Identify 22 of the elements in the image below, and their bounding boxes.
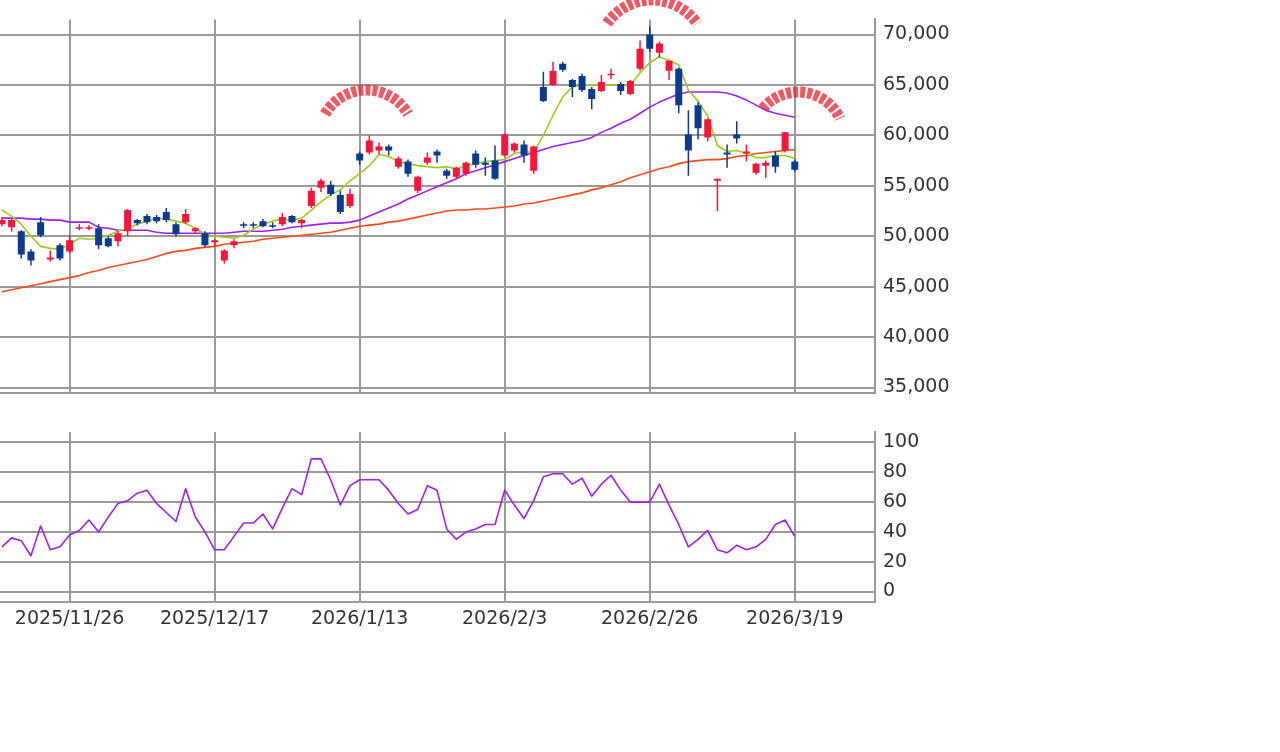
x-tick-label: 2026/2/26: [601, 606, 699, 629]
x-tick-label: 2026/3/19: [746, 606, 844, 629]
y-tick-label: 60,000: [883, 122, 950, 145]
y-tick-label: 55,000: [883, 172, 950, 195]
y-tick-label: 45,000: [883, 273, 950, 296]
y-tick-label: 60: [883, 489, 908, 512]
candlestick: [723, 144, 731, 168]
y-tick-label: 0: [883, 578, 896, 601]
y-tick-label: 20: [883, 548, 908, 571]
y-tick-label: 40,000: [883, 324, 950, 347]
y-tick-label: 100: [883, 429, 920, 452]
x-tick-label: 2025/12/17: [159, 606, 270, 629]
y-tick-label: 80: [883, 459, 908, 482]
y-tick-label: 35,000: [883, 374, 950, 397]
y-tick-label: 70,000: [883, 21, 950, 44]
x-tick-label: 2025/11/26: [14, 606, 125, 629]
x-tick-label: 2026/1/13: [310, 606, 409, 629]
y-tick-label: 50,000: [883, 223, 950, 246]
x-tick-label: 2026/2/3: [462, 606, 548, 629]
y-tick-label: 65,000: [883, 71, 950, 94]
candlestick: [433, 149, 441, 163]
y-tick-label: 40: [883, 518, 908, 541]
